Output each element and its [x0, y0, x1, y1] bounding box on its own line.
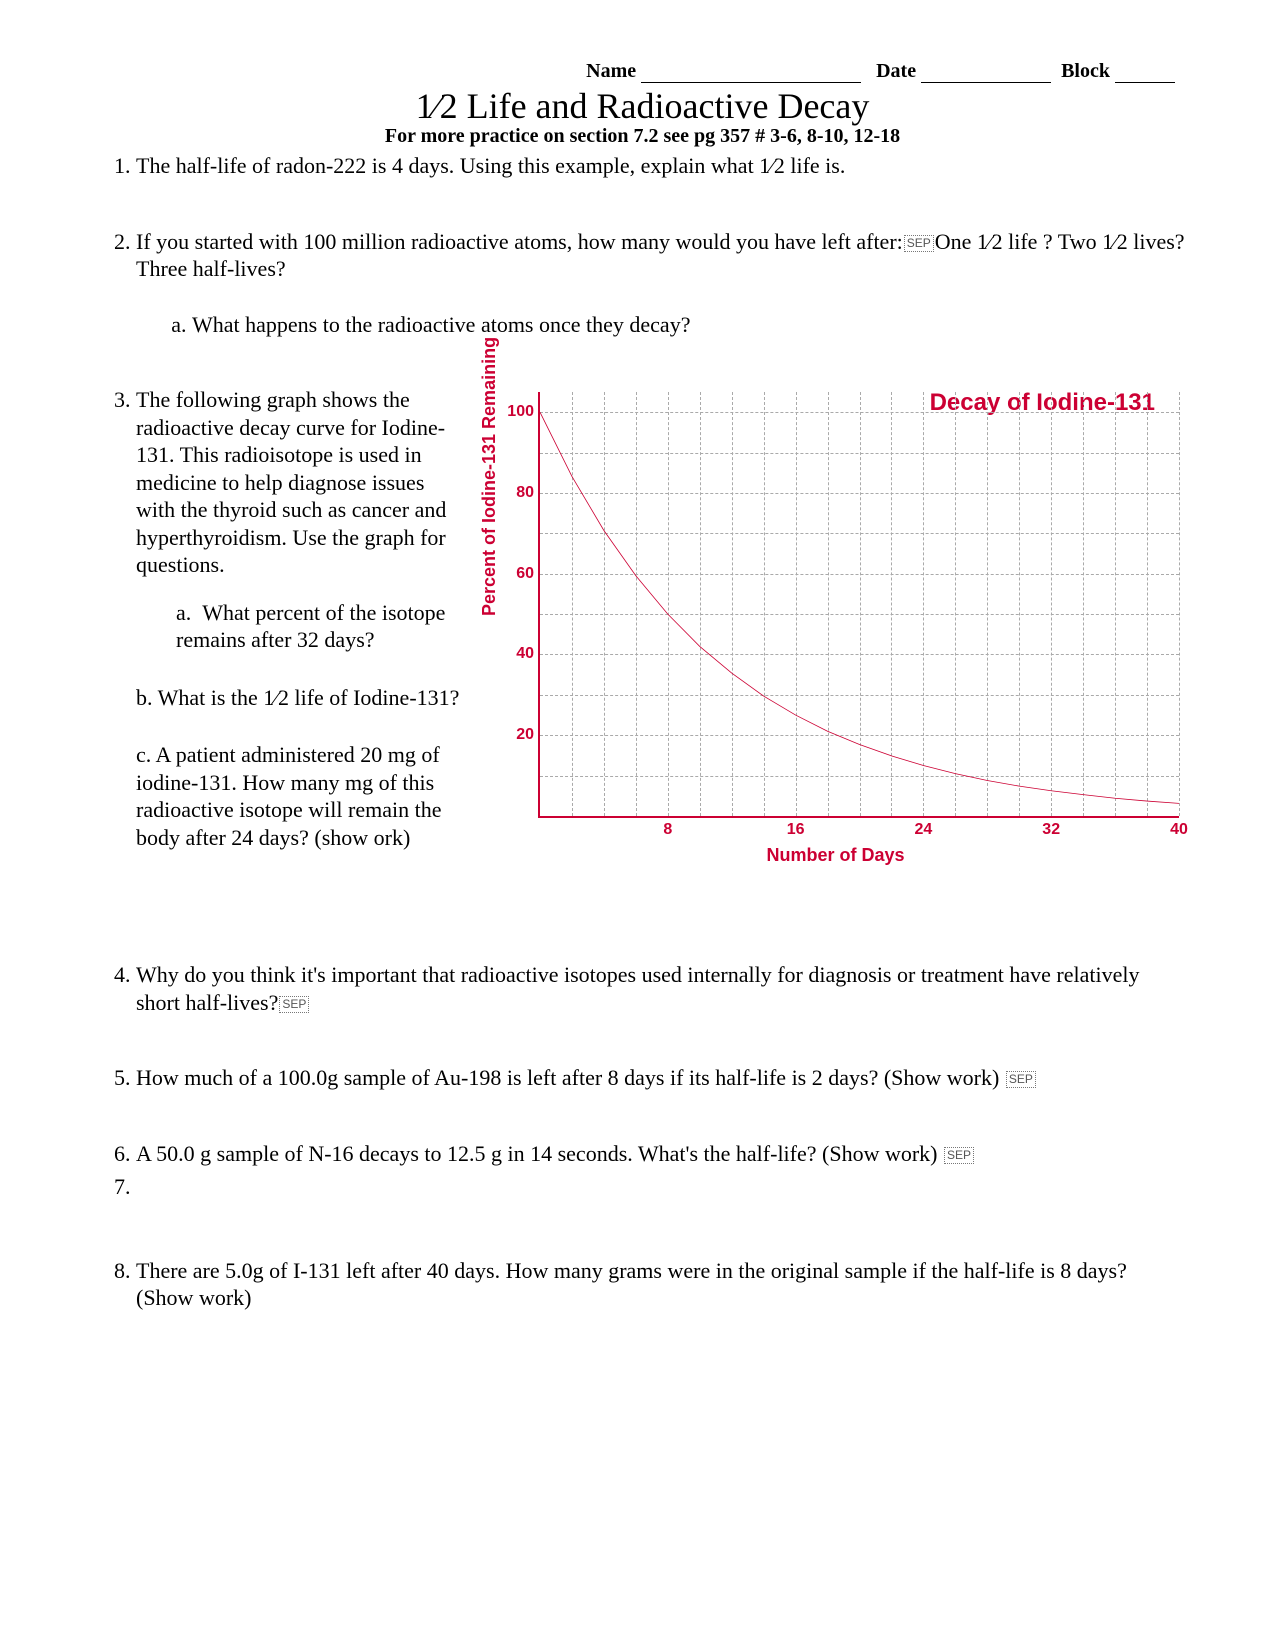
header-fields: Name Date Block [100, 60, 1185, 83]
q3-intro: The following graph shows the radioactiv… [136, 386, 466, 579]
xtick-label: 32 [1042, 820, 1060, 840]
xtick-label: 24 [914, 820, 932, 840]
block-blank[interactable] [1115, 82, 1175, 83]
chart-ylabel: Percent of Iodine-131 Remaining [478, 337, 501, 616]
sep-icon: SEP [1006, 1071, 1036, 1088]
date-label: Date [876, 60, 916, 82]
xtick-label: 8 [663, 820, 672, 840]
question-3a: a. What percent of the isotope remains a… [136, 599, 466, 654]
question-3c: c. A patient administered 20 mg of iodin… [136, 741, 466, 851]
xtick-label: 40 [1170, 820, 1188, 840]
question-4: Why do you think it's important that rad… [136, 961, 1185, 1016]
q1-text: The half-life of radon-222 is 4 days. Us… [136, 153, 845, 178]
q2a-text: What happens to the radioactive atoms on… [192, 312, 690, 337]
q2-sublist: What happens to the radioactive atoms on… [136, 311, 1185, 339]
question-2: If you started with 100 million radioact… [136, 228, 1185, 339]
gridline-v [1179, 392, 1180, 816]
question-1: The half-life of radon-222 is 4 days. Us… [136, 152, 1185, 180]
decay-curve [540, 392, 1179, 816]
question-6: A 50.0 g sample of N-16 decays to 12.5 g… [136, 1140, 1185, 1168]
q8-text: There are 5.0g of I-131 left after 40 da… [136, 1258, 1127, 1311]
chart-xlabel: Number of Days [766, 844, 904, 867]
sep-icon: SEP [944, 1147, 974, 1164]
q2-text-a: If you started with 100 million radioact… [136, 229, 903, 254]
xtick-label: 16 [787, 820, 805, 840]
question-8: There are 5.0g of I-131 left after 40 da… [136, 1257, 1185, 1312]
q3-text-column: The following graph shows the radioactiv… [136, 386, 466, 881]
question-list: The half-life of radon-222 is 4 days. Us… [100, 152, 1185, 1312]
ytick-label: 40 [516, 644, 534, 664]
sep-icon: SEP [279, 996, 309, 1013]
question-3: The following graph shows the radioactiv… [136, 386, 1185, 881]
sep-icon: SEP [904, 235, 934, 252]
worksheet-page: Name Date Block 1⁄2 Life and Radioactive… [0, 0, 1275, 1651]
question-7 [136, 1173, 1185, 1201]
q6-text: A 50.0 g sample of N-16 decays to 12.5 g… [136, 1141, 938, 1166]
name-blank[interactable] [641, 82, 861, 83]
ytick-label: 100 [507, 402, 534, 422]
decay-chart: Decay of Iodine-131 Percent of Iodine-13… [486, 386, 1185, 866]
chart-plot-area: 20406080100816243240 [538, 392, 1179, 818]
question-3b: b. What is the 1⁄2 life of Iodine-131? [136, 684, 466, 712]
q3a-text: What percent of the isotope remains afte… [176, 600, 445, 653]
ytick-label: 20 [516, 725, 534, 745]
question-2a: What happens to the radioactive atoms on… [192, 311, 1185, 339]
ytick-label: 80 [516, 483, 534, 503]
block-label: Block [1061, 60, 1110, 82]
date-blank[interactable] [921, 82, 1051, 83]
ytick-label: 60 [516, 564, 534, 584]
question-5: How much of a 100.0g sample of Au-198 is… [136, 1064, 1185, 1092]
q5-text: How much of a 100.0g sample of Au-198 is… [136, 1065, 999, 1090]
page-title: 1⁄2 Life and Radioactive Decay [100, 85, 1185, 127]
page-subtitle: For more practice on section 7.2 see pg … [100, 125, 1185, 148]
name-label: Name [586, 60, 636, 82]
